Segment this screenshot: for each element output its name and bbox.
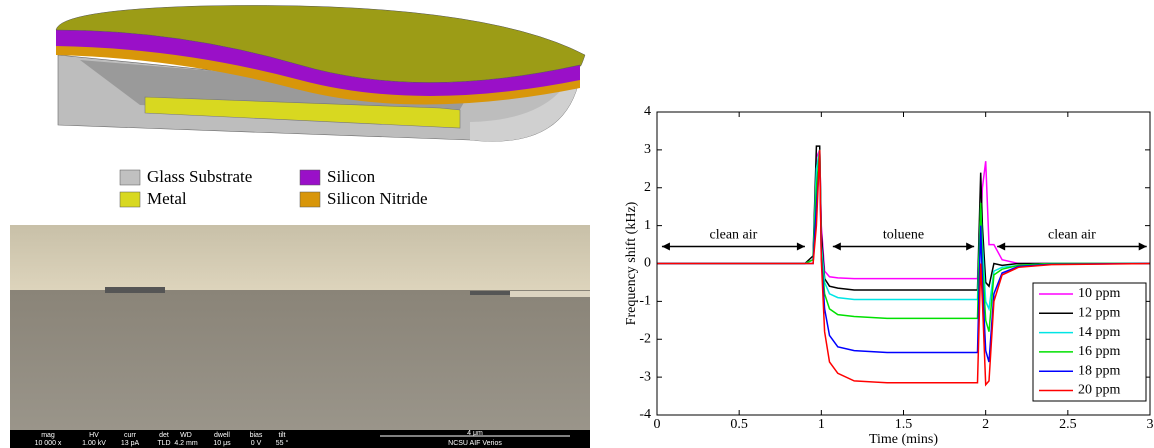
sem-value: 4.2 mm xyxy=(174,440,198,447)
x-axis-label: Time (mins) xyxy=(869,432,938,447)
y-tick-label: -2 xyxy=(639,331,651,346)
y-tick-label: -3 xyxy=(639,369,651,384)
legend-label: 10 ppm xyxy=(1078,286,1121,301)
sem-image xyxy=(10,225,590,448)
sem-value: 10 μs xyxy=(213,440,231,447)
sem-label: det xyxy=(159,432,169,439)
sem-value: 0 V xyxy=(251,440,262,447)
legend-swatch xyxy=(120,192,140,207)
data-line xyxy=(657,150,1150,279)
x-tick-label: 3 xyxy=(1147,417,1154,432)
sem-label: dwell xyxy=(214,432,230,439)
legend-label: Silicon Nitride xyxy=(327,189,428,208)
y-tick-label: 3 xyxy=(644,142,651,157)
y-tick-label: -4 xyxy=(639,407,651,422)
annotation: toluene xyxy=(883,228,924,243)
sem-value: 55 ° xyxy=(276,439,289,447)
sem-value: 10 000 x xyxy=(35,440,62,447)
legend-swatch xyxy=(300,192,320,207)
sem-value: 13 pA xyxy=(121,440,140,447)
legend-label: 14 ppm xyxy=(1078,325,1121,340)
sem-label: tilt xyxy=(279,432,286,439)
x-tick-label: 2 xyxy=(982,417,989,432)
scale-label: 4 μm xyxy=(467,430,483,437)
sem-value: TLD xyxy=(157,440,170,447)
annotation: clean air xyxy=(1048,228,1096,243)
x-tick-label: 1.5 xyxy=(895,417,913,432)
legend-label: 20 ppm xyxy=(1078,383,1121,398)
x-tick-label: 1 xyxy=(818,417,825,432)
sem-label: curr xyxy=(124,432,137,439)
y-axis-label: Frequency shift (kHz) xyxy=(624,201,639,325)
legend-label: 16 ppm xyxy=(1078,344,1121,359)
y-tick-label: 4 xyxy=(644,104,651,119)
y-tick-label: 1 xyxy=(644,218,651,233)
legend-swatch xyxy=(120,170,140,185)
sem-label: HV xyxy=(89,432,99,439)
figure: Glass Substrate Silicon Metal Silicon Nitri… xyxy=(0,0,1154,448)
x-tick-label: 2.5 xyxy=(1059,417,1077,432)
legend-label: 18 ppm xyxy=(1078,363,1121,378)
x-tick-label: 0 xyxy=(654,417,661,432)
legend-label: Metal xyxy=(147,189,187,208)
legend-label: 12 ppm xyxy=(1078,306,1121,321)
sem-value: 1.00 kV xyxy=(82,440,106,447)
y-tick-label: 0 xyxy=(644,256,651,271)
instrument: NCSU AIF Verios xyxy=(448,440,502,447)
y-tick-label: -1 xyxy=(639,294,651,309)
x-tick-label: 0.5 xyxy=(730,417,748,432)
y-tick-label: 2 xyxy=(644,180,651,195)
sem-label: mag xyxy=(41,432,55,439)
annotation: clean air xyxy=(710,228,758,243)
sem-label: bias xyxy=(250,432,263,439)
device-diagram xyxy=(56,5,585,141)
data-line xyxy=(657,146,1150,290)
legend-swatch xyxy=(300,170,320,185)
sem-label: WD xyxy=(180,432,192,439)
legend-label: Glass Substrate xyxy=(147,167,252,186)
legend-label: Silicon xyxy=(327,167,376,186)
